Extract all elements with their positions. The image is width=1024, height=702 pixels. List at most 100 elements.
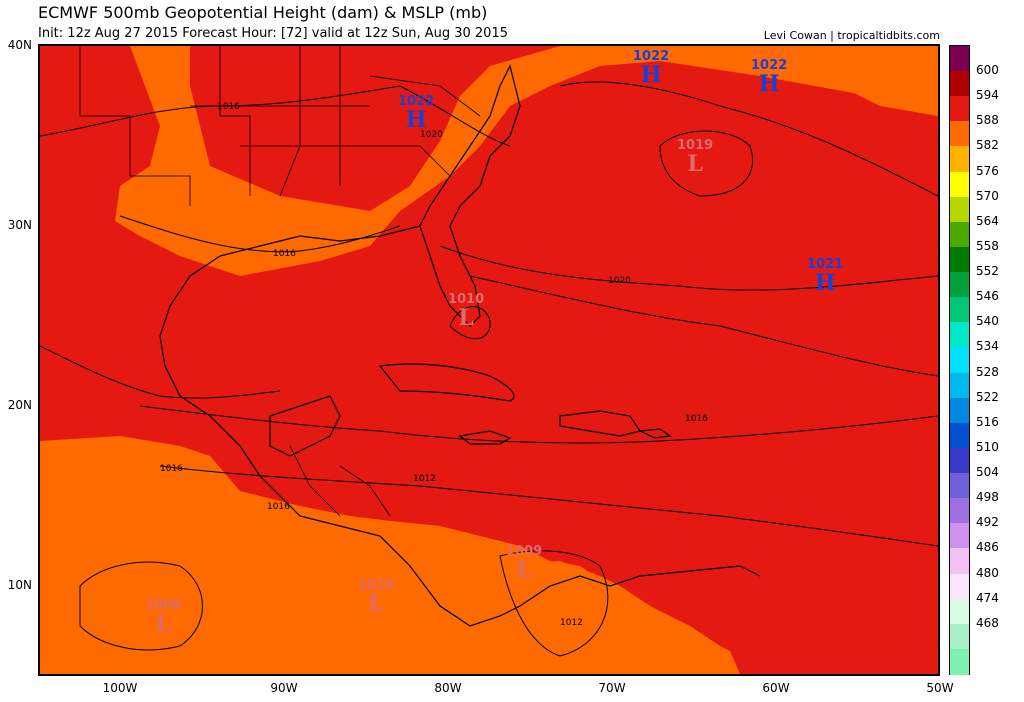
high-letter: H bbox=[814, 270, 836, 296]
lat-label-30n: 30N bbox=[7, 218, 32, 232]
colorbar-segment bbox=[950, 422, 969, 449]
low-letter: L bbox=[155, 611, 171, 637]
colorbar-segment bbox=[950, 347, 969, 374]
lat-label-10n: 10N bbox=[7, 578, 32, 592]
colorbar-segment bbox=[950, 171, 969, 198]
colorbar-label: 498 bbox=[976, 490, 999, 505]
colorbar-label: 594 bbox=[976, 88, 999, 103]
colorbar-segment bbox=[950, 473, 969, 500]
lat-label-20n: 20N bbox=[7, 398, 32, 412]
colorbar-segment bbox=[950, 272, 969, 299]
colorbar-segment bbox=[950, 297, 969, 324]
colorbar-label: 564 bbox=[976, 213, 999, 228]
lon-label-100w: 100W bbox=[102, 681, 138, 695]
pressure-value: 1010 bbox=[448, 292, 485, 307]
colorbar-label: 540 bbox=[976, 314, 999, 329]
isobar-label: 1016 bbox=[267, 502, 290, 512]
chart-subtitle: Init: 12z Aug 27 2015 Forecast Hour: [72… bbox=[38, 26, 508, 41]
colorbar-label: 546 bbox=[976, 289, 999, 304]
colorbar-label: 576 bbox=[976, 163, 999, 178]
colorbar-label: 534 bbox=[976, 339, 999, 354]
pressure-value: 1022 bbox=[751, 58, 788, 73]
colorbar-label: 516 bbox=[976, 414, 999, 429]
colorbar-segment bbox=[950, 322, 969, 349]
colorbar-segment bbox=[950, 372, 969, 399]
colorbar-segment bbox=[950, 221, 969, 248]
colorbar-segment bbox=[950, 623, 969, 650]
high-letter: H bbox=[758, 71, 780, 97]
low-pressure-marker: 1019 L bbox=[677, 138, 713, 175]
chart-title: ECMWF 500mb Geopotential Height (dam) & … bbox=[38, 3, 488, 22]
high-pressure-marker: 1021 H bbox=[807, 257, 843, 294]
pressure-value: 1022 bbox=[633, 49, 670, 64]
isobar-label: 1016 bbox=[217, 102, 240, 112]
lon-label-90w: 90W bbox=[270, 681, 298, 695]
colorbar-segment bbox=[950, 246, 969, 273]
colorbar-segment bbox=[950, 548, 969, 575]
colorbar-segment bbox=[950, 648, 969, 675]
colorbar-label: 582 bbox=[976, 138, 999, 153]
low-pressure-marker: 1010 L bbox=[358, 578, 394, 615]
colorbar-label: 492 bbox=[976, 515, 999, 530]
credit-label: Levi Cowan | tropicaltidbits.com bbox=[763, 29, 940, 42]
pressure-value: 1021 bbox=[807, 257, 844, 272]
colorbar bbox=[949, 45, 970, 675]
colorbar-label: 558 bbox=[976, 238, 999, 253]
isobar-label: 1012 bbox=[560, 618, 583, 628]
pressure-value: 1009 bbox=[506, 544, 543, 559]
high-pressure-marker: 1022 H bbox=[751, 58, 787, 95]
lon-label-60w: 60W bbox=[762, 681, 790, 695]
colorbar-label: 510 bbox=[976, 439, 999, 454]
colorbar-segment bbox=[950, 397, 969, 424]
colorbar-label: 504 bbox=[976, 465, 999, 480]
colorbar-segment bbox=[950, 46, 969, 72]
map-canvas bbox=[40, 46, 938, 674]
colorbar-segment bbox=[950, 447, 969, 474]
high-pressure-marker: 1022 H bbox=[398, 94, 434, 131]
low-letter: L bbox=[368, 591, 384, 617]
isobar-label: 1012 bbox=[413, 474, 436, 484]
isobar-label: 1020 bbox=[420, 130, 443, 140]
colorbar-label: 468 bbox=[976, 615, 999, 630]
colorbar-label: 600 bbox=[976, 63, 999, 78]
lon-label-80w: 80W bbox=[434, 681, 462, 695]
isobar-label: 1020 bbox=[608, 276, 631, 286]
pressure-value: 1019 bbox=[677, 138, 714, 153]
colorbar-label: 588 bbox=[976, 113, 999, 128]
colorbar-label: 474 bbox=[976, 590, 999, 605]
pressure-value: 1022 bbox=[398, 94, 435, 109]
colorbar-segment bbox=[950, 71, 969, 98]
colorbar-label: 522 bbox=[976, 389, 999, 404]
colorbar-segment bbox=[950, 96, 969, 123]
colorbar-label: 570 bbox=[976, 188, 999, 203]
colorbar-label: 552 bbox=[976, 264, 999, 279]
colorbar-segment bbox=[950, 146, 969, 173]
political-borders bbox=[79, 46, 481, 517]
isobar-lines bbox=[40, 81, 938, 657]
height-588-region-north bbox=[115, 46, 938, 276]
colorbar-segment bbox=[950, 598, 969, 625]
colorbar-label: 528 bbox=[976, 364, 999, 379]
height-588-region-northeast bbox=[640, 46, 938, 116]
lon-label-70w: 70W bbox=[598, 681, 626, 695]
low-letter: L bbox=[458, 305, 474, 331]
height-588-region-colombia bbox=[510, 561, 730, 674]
lon-label-50w: 50W bbox=[926, 681, 954, 695]
colorbar-segment bbox=[950, 196, 969, 223]
colorbar-segment bbox=[950, 498, 969, 525]
colorbar-segment bbox=[950, 523, 969, 550]
lat-label-40n: 40N bbox=[7, 38, 32, 52]
coastlines bbox=[159, 64, 761, 627]
colorbar-label: 486 bbox=[976, 540, 999, 555]
isobar-label: 1016 bbox=[273, 249, 296, 259]
high-pressure-marker: 1022 H bbox=[633, 49, 669, 86]
high-letter: H bbox=[640, 62, 662, 88]
low-letter: L bbox=[687, 151, 703, 177]
low-letter: L bbox=[516, 557, 532, 583]
low-pressure-marker: 1010 L bbox=[448, 292, 484, 329]
isobar-label: 1016 bbox=[160, 464, 183, 474]
colorbar-label: 480 bbox=[976, 565, 999, 580]
colorbar-segment bbox=[950, 121, 969, 148]
isobar-label: 1016 bbox=[685, 414, 708, 424]
low-pressure-marker: 1008 L bbox=[145, 598, 181, 635]
